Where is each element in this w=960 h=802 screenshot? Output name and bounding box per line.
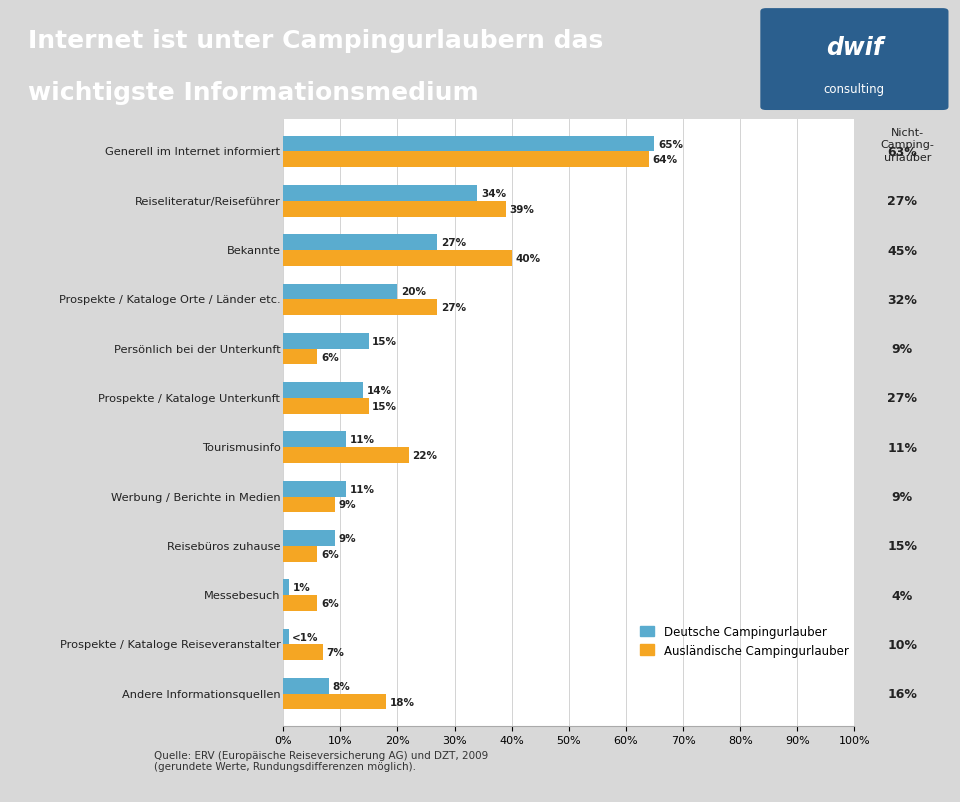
- Text: wichtigste Informationsmedium: wichtigste Informationsmedium: [28, 80, 479, 104]
- Text: 9%: 9%: [338, 500, 355, 510]
- Bar: [283, 694, 386, 710]
- Bar: [283, 678, 329, 694]
- Bar: [283, 334, 369, 349]
- Text: 27%: 27%: [887, 195, 918, 208]
- Text: Quelle: ERV (Europäische Reiseversicherung AG) und DZT, 2009
(gerundete Werte, R: Quelle: ERV (Europäische Reiseversicheru…: [154, 750, 488, 772]
- Text: Andere Informationsquellen: Andere Informationsquellen: [122, 689, 280, 699]
- Bar: [283, 580, 289, 595]
- Text: 15%: 15%: [372, 336, 397, 346]
- Text: 32%: 32%: [887, 294, 918, 306]
- Bar: [283, 399, 369, 414]
- Text: 9%: 9%: [892, 490, 913, 504]
- Text: 27%: 27%: [887, 392, 918, 405]
- Text: <1%: <1%: [293, 632, 319, 642]
- Text: Tourismusinfo: Tourismusinfo: [202, 443, 280, 452]
- Legend: Deutsche Campingurlauber, Ausländische Campingurlauber: Deutsche Campingurlauber, Ausländische C…: [640, 625, 849, 657]
- Bar: [283, 349, 318, 365]
- Text: 6%: 6%: [321, 549, 339, 559]
- Text: 15%: 15%: [372, 401, 397, 411]
- Text: Internet ist unter Campingurlaubern das: Internet ist unter Campingurlaubern das: [28, 29, 603, 52]
- Text: consulting: consulting: [824, 83, 885, 95]
- Text: 27%: 27%: [441, 238, 466, 248]
- Bar: [283, 186, 477, 201]
- Text: Prospekte / Kataloge Unterkunft: Prospekte / Kataloge Unterkunft: [99, 394, 280, 403]
- Text: dwif: dwif: [826, 36, 883, 60]
- Text: 9%: 9%: [892, 342, 913, 356]
- Text: 11%: 11%: [349, 484, 374, 494]
- Bar: [283, 595, 318, 611]
- Bar: [283, 383, 363, 399]
- Text: 64%: 64%: [652, 155, 678, 165]
- Text: Reisebüros zuhause: Reisebüros zuhause: [167, 541, 280, 551]
- Bar: [283, 432, 346, 448]
- Bar: [283, 645, 324, 660]
- Text: 18%: 18%: [390, 697, 415, 707]
- Bar: [283, 251, 512, 266]
- Text: Messebesuch: Messebesuch: [204, 590, 280, 601]
- Text: 27%: 27%: [441, 303, 466, 313]
- Text: Reiseliteratur/Reiseführer: Reiseliteratur/Reiseführer: [134, 196, 280, 207]
- Text: 34%: 34%: [481, 188, 506, 199]
- Text: 11%: 11%: [887, 441, 918, 454]
- Bar: [283, 201, 506, 217]
- Bar: [283, 448, 409, 464]
- Text: 7%: 7%: [326, 647, 345, 658]
- Text: 20%: 20%: [401, 287, 426, 297]
- Bar: [283, 136, 655, 152]
- Text: 45%: 45%: [887, 245, 918, 257]
- Bar: [283, 481, 346, 497]
- FancyBboxPatch shape: [760, 9, 948, 111]
- Text: Prospekte / Kataloge Reiseveranstalter: Prospekte / Kataloge Reiseveranstalter: [60, 639, 280, 650]
- Text: Werbung / Berichte in Medien: Werbung / Berichte in Medien: [110, 492, 280, 502]
- Text: Prospekte / Kataloge Orte / Länder etc.: Prospekte / Kataloge Orte / Länder etc.: [59, 295, 280, 305]
- Text: Nicht-
Camping-
urlauber: Nicht- Camping- urlauber: [880, 128, 934, 163]
- Text: Generell im Internet informiert: Generell im Internet informiert: [106, 148, 280, 157]
- Text: 10%: 10%: [887, 638, 918, 651]
- Bar: [283, 300, 438, 316]
- Bar: [283, 530, 335, 546]
- Text: 6%: 6%: [321, 598, 339, 608]
- Text: Bekannte: Bekannte: [227, 245, 280, 256]
- Text: Persönlich bei der Unterkunft: Persönlich bei der Unterkunft: [113, 344, 280, 354]
- Text: 40%: 40%: [516, 253, 540, 264]
- Text: 9%: 9%: [338, 533, 355, 543]
- Text: 14%: 14%: [367, 386, 392, 395]
- Text: 15%: 15%: [887, 540, 918, 553]
- Text: 8%: 8%: [332, 681, 350, 691]
- Bar: [283, 497, 335, 512]
- Bar: [283, 546, 318, 562]
- Text: 4%: 4%: [892, 589, 913, 602]
- Bar: [283, 629, 289, 645]
- Text: 11%: 11%: [349, 435, 374, 445]
- Text: 6%: 6%: [321, 352, 339, 362]
- Bar: [283, 152, 649, 168]
- Text: 65%: 65%: [658, 140, 683, 149]
- Bar: [283, 284, 397, 300]
- Text: 39%: 39%: [510, 205, 535, 214]
- Text: 16%: 16%: [887, 687, 918, 700]
- Bar: [283, 235, 438, 251]
- Text: 63%: 63%: [888, 146, 917, 159]
- Text: 22%: 22%: [412, 451, 438, 460]
- Text: 1%: 1%: [293, 582, 310, 593]
